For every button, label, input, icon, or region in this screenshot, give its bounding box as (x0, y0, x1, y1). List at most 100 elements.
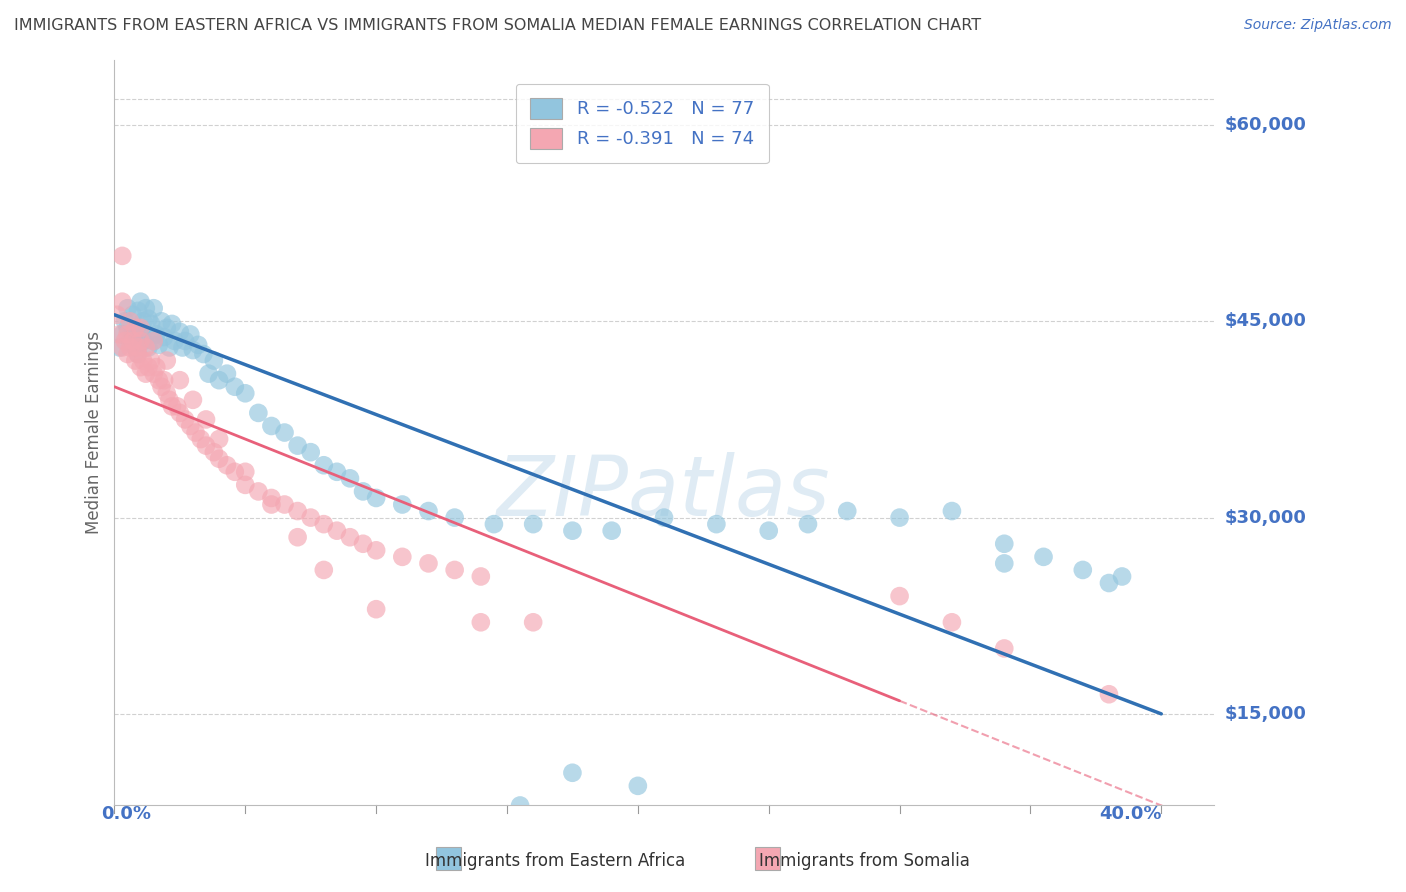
Point (627, 779, 650, 793)
Point (443, 510, 465, 524)
Point (169, 373, 191, 387)
Text: 0.0%: 0.0% (101, 805, 152, 823)
Point (418, 504, 440, 518)
Point (132, 314, 155, 328)
Point (443, 563, 465, 577)
Point (233, 386, 256, 401)
Point (139, 353, 162, 368)
Point (124, 321, 146, 335)
Point (132, 353, 155, 368)
Text: $45,000: $45,000 (1225, 312, 1306, 330)
Point (129, 327, 152, 342)
Point (120, 341, 142, 355)
Point (150, 314, 173, 328)
Point (273, 498, 295, 512)
Point (208, 451, 231, 466)
Point (889, 510, 911, 524)
Point (120, 334, 142, 348)
Point (105, 308, 128, 322)
Point (179, 419, 201, 434)
Point (197, 367, 219, 381)
Y-axis label: Median Female Earnings: Median Female Earnings (86, 331, 103, 534)
Point (941, 504, 963, 518)
Point (202, 353, 225, 368)
Point (127, 303, 149, 318)
Point (260, 498, 283, 512)
Text: $60,000: $60,000 (1225, 116, 1306, 134)
Point (287, 439, 309, 453)
Point (187, 338, 209, 352)
Point (142, 367, 165, 381)
Point (391, 498, 413, 512)
Point (138, 341, 160, 355)
Point (114, 314, 136, 328)
Point (181, 392, 204, 407)
Point (145, 327, 167, 342)
Point (941, 615, 963, 630)
Point (837, 504, 859, 518)
Point (150, 380, 173, 394)
Point (326, 524, 349, 538)
Point (352, 484, 374, 499)
Point (111, 294, 134, 309)
Point (195, 439, 218, 453)
Point (339, 471, 361, 485)
Point (993, 641, 1015, 656)
Point (163, 334, 186, 348)
Point (156, 386, 179, 401)
Point (174, 334, 197, 348)
Point (1098, 576, 1121, 591)
Point (169, 406, 191, 420)
Point (797, 517, 820, 532)
Point (117, 301, 139, 316)
Point (166, 400, 188, 414)
Point (117, 321, 139, 335)
Point (470, 569, 492, 583)
Point (124, 325, 146, 339)
Point (758, 524, 780, 538)
Point (391, 549, 413, 564)
Point (145, 360, 167, 375)
Point (993, 537, 1015, 551)
Point (117, 347, 139, 361)
Point (135, 301, 157, 316)
Point (600, 524, 623, 538)
Point (121, 308, 143, 322)
Point (195, 412, 218, 426)
Point (160, 317, 183, 331)
Text: ZIPatlas: ZIPatlas (498, 451, 831, 533)
Point (366, 543, 388, 558)
Point (352, 537, 374, 551)
Point (247, 406, 270, 420)
Point (1098, 687, 1121, 701)
Point (174, 412, 197, 426)
Point (142, 334, 165, 348)
Point (366, 491, 388, 505)
Point (233, 465, 256, 479)
Point (287, 504, 309, 518)
Point (215, 458, 238, 473)
Point (299, 510, 322, 524)
Point (138, 311, 160, 326)
Text: IMMIGRANTS FROM EASTERN AFRICA VS IMMIGRANTS FROM SOMALIA MEDIAN FEMALE EARNINGS: IMMIGRANTS FROM EASTERN AFRICA VS IMMIGR… (14, 18, 981, 33)
Point (127, 341, 149, 355)
Point (482, 517, 505, 532)
Point (121, 334, 143, 348)
Point (470, 615, 492, 630)
Text: Immigrants from Somalia: Immigrants from Somalia (759, 852, 970, 870)
Point (247, 484, 270, 499)
Point (208, 373, 231, 387)
Point (509, 798, 531, 813)
Point (160, 400, 183, 414)
Point (142, 301, 165, 316)
Point (111, 249, 134, 263)
Point (172, 341, 194, 355)
Point (179, 327, 201, 342)
Point (114, 334, 136, 348)
Point (190, 432, 212, 446)
Point (108, 327, 131, 342)
Point (108, 341, 131, 355)
Point (299, 445, 322, 459)
Point (312, 563, 335, 577)
Point (561, 524, 583, 538)
